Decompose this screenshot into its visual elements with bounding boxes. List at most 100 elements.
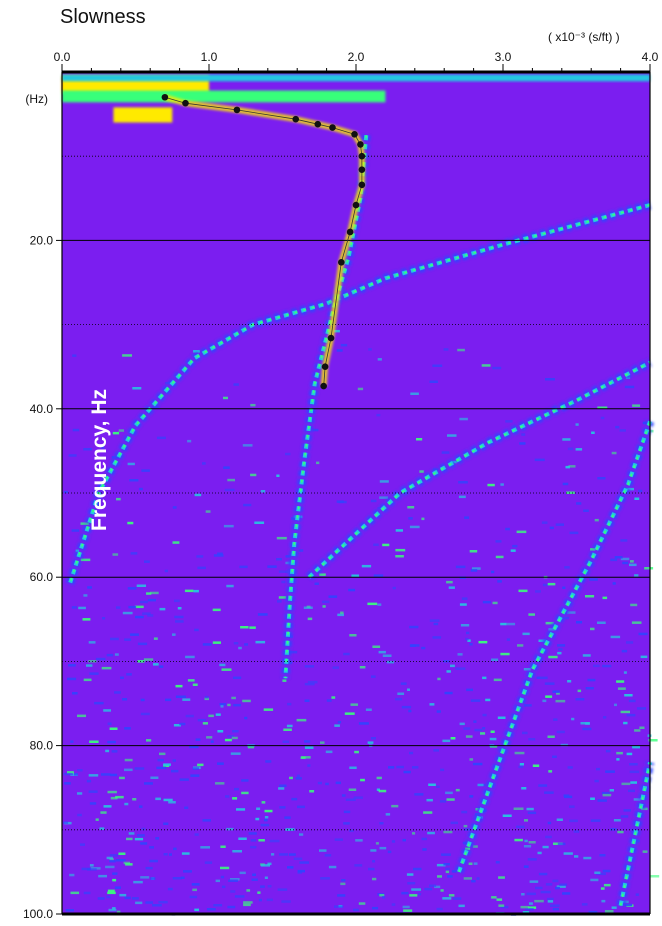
noise-speck: [282, 679, 287, 682]
noise-speck: [157, 758, 164, 762]
noise-speck: [611, 906, 617, 909]
noise-speck: [557, 651, 562, 655]
noise-speck: [124, 727, 131, 730]
noise-speck: [102, 617, 106, 620]
noise-speck: [263, 818, 268, 822]
noise-speck: [202, 643, 212, 646]
noise-speck: [429, 380, 438, 383]
noise-speck: [410, 392, 419, 395]
noise-speck: [177, 607, 182, 610]
pick-point: [351, 131, 358, 138]
noise-speck: [320, 741, 325, 744]
pick-point: [314, 120, 322, 128]
noise-speck: [616, 758, 620, 761]
noise-speck: [163, 853, 168, 856]
noise-speck: [605, 770, 615, 773]
noise-speck: [200, 846, 210, 849]
noise-speck: [545, 621, 554, 625]
noise-speck: [64, 782, 71, 785]
noise-speck: [260, 885, 265, 888]
noise-speck: [634, 729, 641, 732]
noise-speck: [575, 423, 579, 426]
noise-speck: [101, 666, 112, 670]
noise-speck: [100, 811, 107, 814]
noise-speck: [447, 875, 453, 878]
pick-point: [358, 166, 366, 173]
noise-speck: [590, 819, 601, 822]
mode-peak-2: [308, 361, 651, 578]
noise-speck: [107, 790, 117, 794]
noise-speck: [407, 882, 416, 885]
noise-speck: [644, 567, 654, 570]
noise-speck: [255, 640, 266, 644]
noise-speck: [297, 805, 305, 809]
pick-point: [182, 99, 189, 107]
noise-speck: [597, 621, 606, 624]
noise-speck: [147, 598, 156, 602]
noise-speck: [522, 911, 530, 914]
noise-speck: [192, 683, 198, 686]
pick-point: [233, 106, 241, 114]
noise-speck: [556, 818, 563, 821]
noise-speck: [232, 850, 242, 853]
pick-point: [321, 363, 329, 371]
noise-speck: [620, 539, 628, 542]
noise-speck: [106, 856, 113, 860]
noise-speck: [145, 866, 153, 870]
noise-speck: [241, 779, 249, 782]
noise-speck: [304, 699, 310, 702]
noise-speck: [459, 417, 468, 421]
noise-speck: [215, 782, 225, 785]
noise-speck: [277, 600, 282, 603]
noise-speck: [547, 821, 552, 825]
noise-speck: [254, 521, 265, 524]
noise-speck: [94, 701, 104, 705]
noise-speck: [478, 640, 488, 644]
noise-speck: [202, 819, 211, 822]
noise-speck: [630, 560, 634, 563]
noise-speck: [250, 839, 257, 842]
noise-speck: [139, 805, 143, 808]
noise-speck: [497, 580, 502, 583]
noise-speck: [276, 558, 282, 561]
noise-speck: [221, 885, 226, 889]
noise-speck: [367, 741, 374, 744]
noise-speck: [565, 465, 570, 469]
noise-speck: [215, 879, 220, 883]
noise-speck: [522, 731, 528, 735]
noise-speck: [258, 839, 265, 842]
noise-speck: [575, 698, 585, 701]
pick-point: [329, 124, 336, 131]
noise-speck: [382, 654, 392, 657]
noise-speck: [466, 631, 470, 635]
noise-speck: [182, 698, 191, 701]
noise-speck: [337, 894, 346, 897]
noise-speck: [126, 673, 132, 676]
noise-speck: [285, 452, 291, 456]
noise-speck: [599, 854, 606, 857]
noise-speck: [314, 582, 319, 585]
noise-speck: [143, 658, 154, 661]
noise-speck: [552, 907, 559, 911]
noise-speck: [140, 842, 148, 845]
noise-speck: [436, 907, 443, 911]
noise-speck: [155, 837, 160, 840]
noise-speck: [382, 543, 390, 547]
noise-speck: [228, 879, 238, 882]
noise-speck: [265, 760, 272, 763]
noise-speck: [577, 689, 582, 693]
noise-speck: [135, 901, 143, 905]
noise-speck: [116, 910, 121, 914]
noise-speck: [545, 695, 553, 698]
noise-speck: [307, 617, 313, 621]
noise-speck: [495, 540, 502, 543]
noise-speck: [107, 891, 116, 895]
noise-speck: [372, 906, 379, 910]
noise-speck: [232, 730, 239, 733]
noise-speck: [114, 886, 121, 889]
noise-speck: [224, 738, 232, 742]
noise-speck: [605, 749, 611, 753]
noise-speck: [249, 626, 256, 629]
noise-speck: [83, 678, 92, 682]
noise-speck: [279, 806, 286, 809]
